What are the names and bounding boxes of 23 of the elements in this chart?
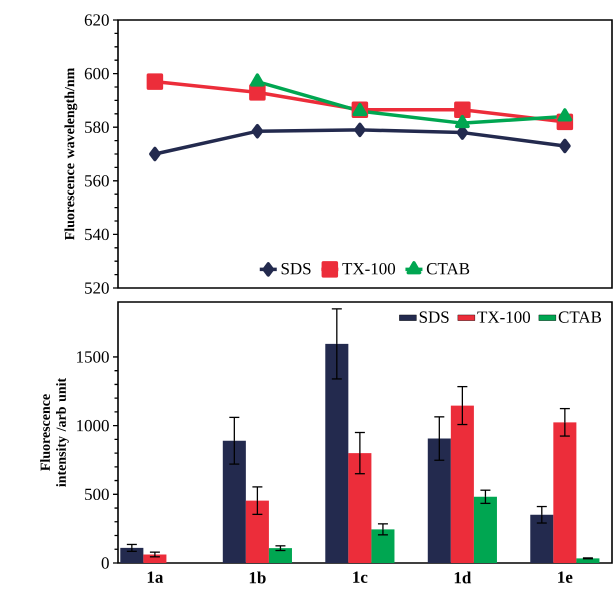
x-tick-label: 1a: [148, 572, 164, 583]
y-tick-label: 1000: [77, 420, 109, 432]
legend-label: CTAB: [558, 311, 602, 323]
y-tick-label: 600: [84, 68, 109, 80]
y-tick-label: 620: [84, 14, 109, 26]
y-axis-title: Fluorescence intensity /arb unit: [40, 378, 69, 487]
y-tick-label: 580: [85, 121, 109, 133]
y-tick-label: 1500: [77, 351, 109, 363]
legend-label: TX-100: [342, 263, 396, 274]
y-axis-title: Fluorescence wavelength/nm: [64, 68, 78, 240]
y-tick-label: 540: [85, 228, 109, 240]
x-tick-label: 1c: [353, 572, 368, 583]
x-tick-label: 1e: [558, 572, 572, 583]
y-tick-label: 500: [85, 488, 109, 500]
legend-label: TX-100: [477, 311, 530, 323]
y-tick-label: 520: [85, 282, 109, 294]
y-tick-label: 560: [85, 175, 109, 187]
legend-label: SDS: [282, 263, 311, 274]
x-tick-label: 1d: [454, 572, 472, 584]
x-tick-label: 1b: [250, 572, 266, 584]
legend-label: SDS: [420, 311, 449, 323]
y-tick-label: 0: [102, 557, 109, 569]
legend-label: CTAB: [426, 263, 470, 274]
